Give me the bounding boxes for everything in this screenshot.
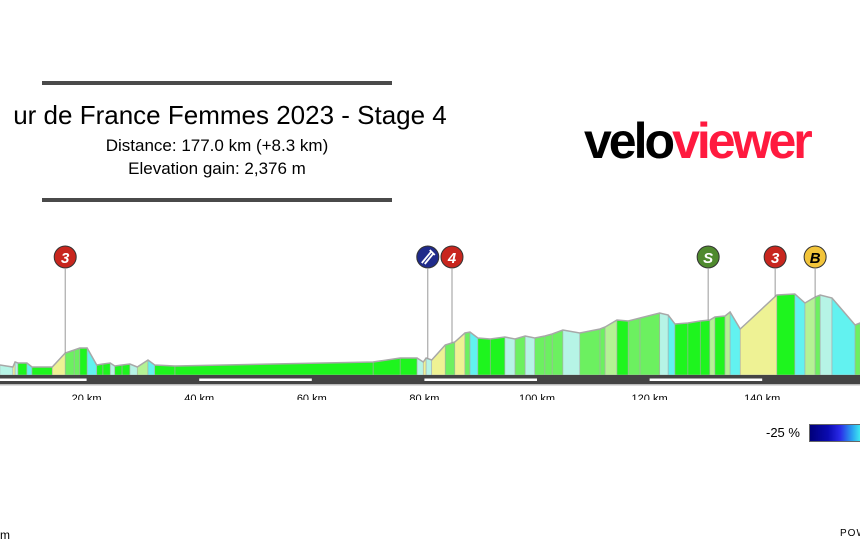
- profile-segment: [804, 296, 816, 376]
- x-tick-label: 60 km: [297, 393, 327, 400]
- footer-right-text: POW: [840, 528, 860, 539]
- climb-cat-4-marker-icon: [440, 245, 464, 269]
- profile-segment: [489, 336, 506, 376]
- profile-segment: [31, 366, 53, 376]
- profile-segment: [514, 335, 526, 376]
- x-tick-label: 140 km: [744, 393, 780, 400]
- veloviewer-logo: veloviewer: [584, 113, 813, 169]
- profile-segment: [794, 293, 806, 376]
- top-rule: [42, 81, 392, 85]
- profile-segment: [854, 322, 860, 376]
- profile-segment: [674, 322, 689, 376]
- profile-segment: [469, 331, 479, 376]
- profile-segment: [524, 335, 536, 376]
- profile-segment: [431, 344, 446, 376]
- profile-segment: [819, 294, 833, 376]
- profile-segment: [714, 315, 726, 376]
- distance-text: Distance: 177.0 km (+8.3 km): [105, 136, 329, 155]
- fork-knife-icon: [421, 249, 436, 265]
- profile-segment: [399, 357, 418, 376]
- road-edge: [0, 384, 860, 386]
- marker-label: 3: [61, 250, 70, 267]
- profile-segment: [136, 359, 149, 376]
- profile-segment: [551, 329, 564, 376]
- legend-min-label: -25 %: [766, 425, 800, 440]
- profile-segment: [639, 312, 661, 376]
- x-tick-label: 120 km: [632, 393, 668, 400]
- sprint-marker-icon: [696, 245, 720, 269]
- x-tick-label: 40 km: [184, 393, 214, 400]
- profile-segment: [96, 363, 104, 376]
- profile-segment: [604, 319, 618, 376]
- profile-segment: [616, 319, 629, 376]
- profile-segment: [444, 341, 456, 376]
- road-dash: [424, 378, 537, 381]
- marker-label: 4: [447, 250, 457, 267]
- profile-segment: [814, 294, 821, 376]
- profile-segment: [831, 297, 856, 376]
- x-tick-label: 80 km: [409, 393, 439, 400]
- profile-segment: [724, 311, 731, 376]
- profile-segment: [464, 331, 471, 376]
- road-dash: [199, 378, 312, 381]
- footer-left-text: m: [0, 528, 10, 542]
- climb-cat-3-marker-icon: [763, 245, 787, 269]
- profile-segment: [425, 357, 433, 376]
- x-tick-label: 20 km: [72, 393, 102, 400]
- stage-title: ur de France Femmes 2023 - Stage 4: [13, 100, 447, 130]
- marker-label: 3: [771, 250, 780, 267]
- bonus-marker-icon: [803, 245, 827, 269]
- profile-segment: [627, 317, 641, 376]
- profile-segment: [121, 363, 131, 376]
- profile-segment: [504, 336, 516, 376]
- profile-segment: [102, 362, 111, 376]
- profile-segment: [687, 320, 701, 376]
- marker-label: S: [703, 250, 713, 267]
- profile-outline: [0, 293, 860, 368]
- profile-segment: [579, 328, 601, 376]
- climb-cat-3-marker-icon: [53, 245, 77, 269]
- x-tick-label: 100 km: [519, 393, 555, 400]
- profile-segment: [64, 349, 75, 376]
- profile-segment: [79, 347, 88, 376]
- profile-segment: [477, 337, 491, 376]
- gradient-colorbar: [809, 424, 860, 442]
- road-dash: [0, 378, 87, 381]
- profile-segment: [699, 319, 711, 376]
- profile-segment: [14, 361, 19, 376]
- profile-segment: [534, 335, 546, 376]
- bottom-rule: [42, 198, 392, 202]
- road-dash: [649, 378, 763, 381]
- marker-label: B: [810, 250, 821, 267]
- profile-segment: [659, 312, 669, 376]
- profile-segment: [599, 326, 606, 376]
- profile-segment: [454, 332, 466, 376]
- profile-segment: [73, 347, 81, 376]
- profile-segment: [562, 329, 581, 376]
- profile-segment: [776, 293, 796, 376]
- profile-segment: [667, 314, 676, 376]
- elevation-gain-text: Elevation gain: 2,376 m: [128, 159, 306, 178]
- profile-segment: [709, 316, 716, 376]
- profile-segment: [544, 333, 553, 376]
- profile-segment: [739, 294, 778, 376]
- profile-segment: [17, 362, 28, 376]
